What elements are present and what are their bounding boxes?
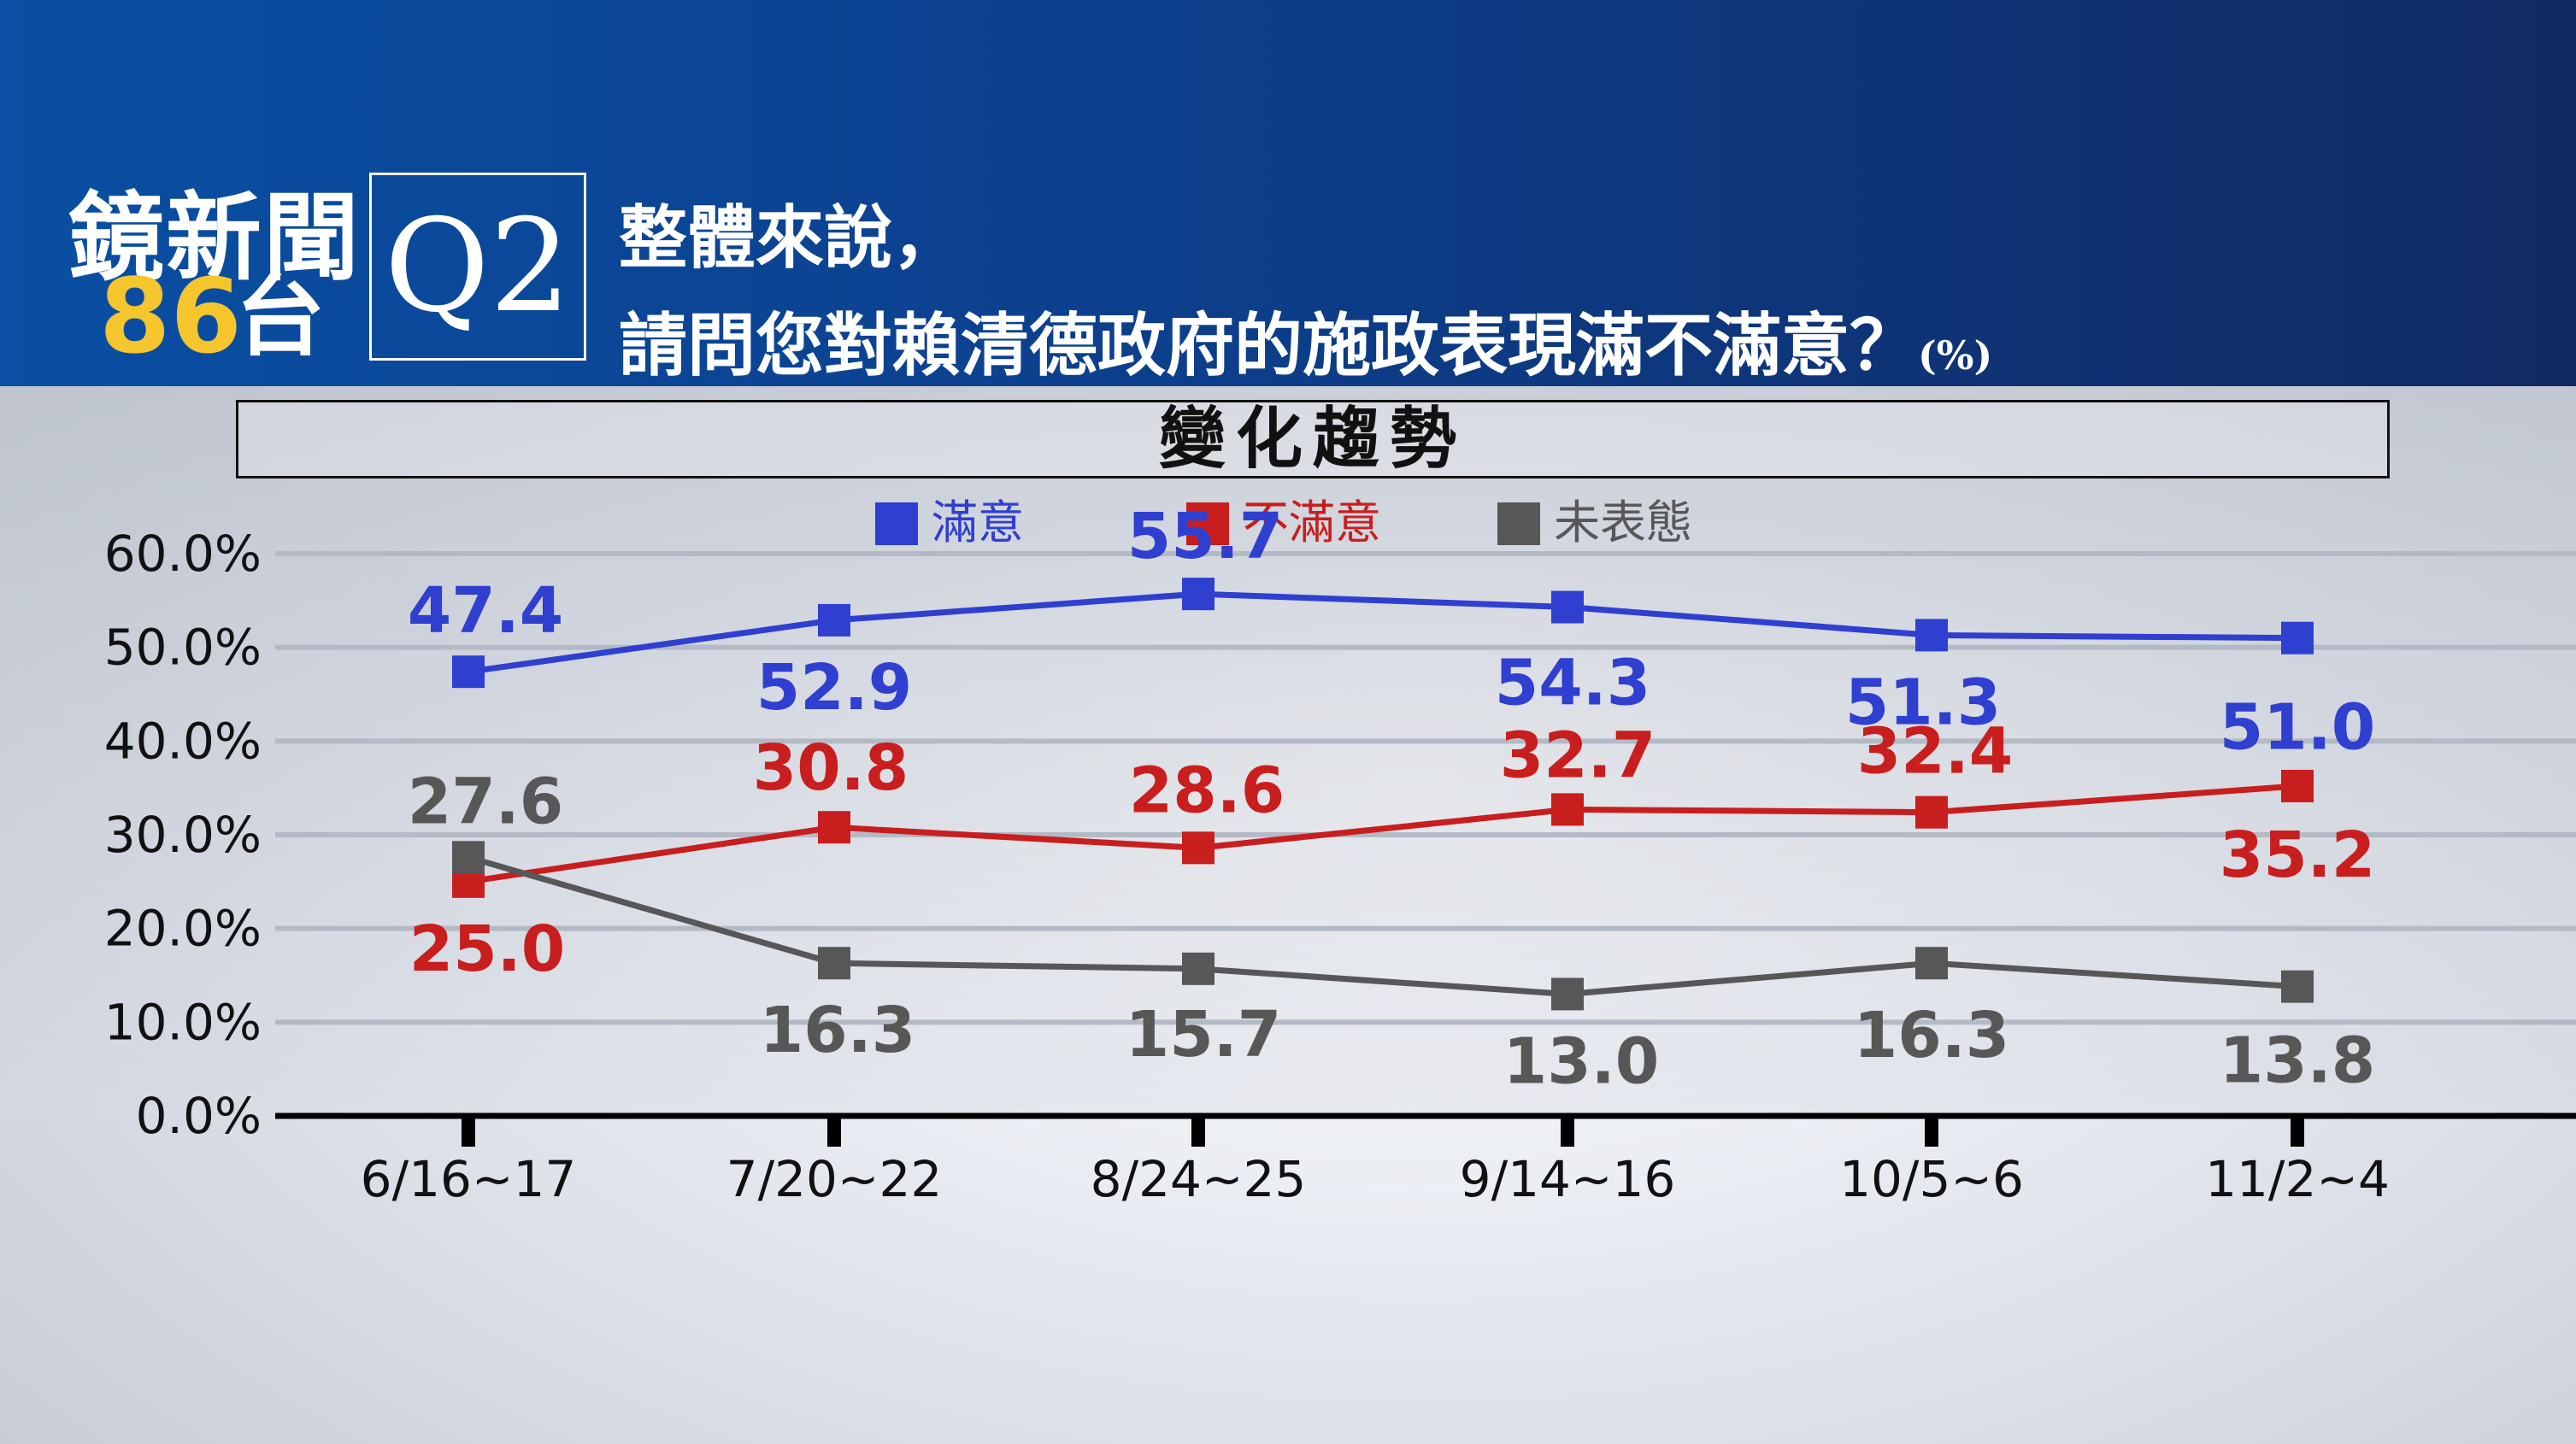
panel-title: 變化趨勢 [236,400,2390,478]
channel-logo-number: 86 [99,258,242,377]
data-point [1182,578,1214,611]
x-tick-label: 10/5~6 [1839,1150,2024,1208]
data-label: 47.4 [408,574,564,648]
data-label: 51.3 [1845,666,2002,739]
data-label: 25.0 [409,913,566,986]
question-line-1: 整體來說， [619,197,961,278]
data-label: 28.6 [1129,754,1285,827]
question-line-2: 請問您對賴清德政府的施政表現滿不滿意？(%) [619,291,1992,390]
channel-logo-suffix: 台 [236,264,326,368]
data-point [2281,970,2314,1003]
data-point [818,603,850,637]
header-bar [0,0,2576,386]
legend-label: 不滿意 [1243,496,1381,549]
y-tick-label: 50.0% [104,619,262,677]
data-point [2281,769,2314,802]
legend-swatch [875,502,918,545]
plot-band [0,386,2576,1116]
question-text: 請問您對賴清德政府的施政表現滿不滿意？ [619,305,1918,385]
x-tick-mark [462,1116,475,1147]
data-label: 54.3 [1495,647,1651,720]
series-line [468,854,2298,997]
data-label: 55.7 [1127,500,1284,573]
data-label: 35.2 [2220,819,2376,892]
unit-label: (%) [1918,332,1993,379]
data-point [1182,831,1214,865]
data-point [452,655,485,689]
data-point [1915,947,1948,980]
x-tick-label: 11/2~4 [2205,1150,2390,1208]
x-tick-mark [1561,1116,1574,1147]
y-tick-label: 10.0% [104,993,262,1051]
legend-label: 未表態 [1554,496,1692,549]
data-label: 30.8 [753,731,909,805]
legend-swatch [1497,502,1540,545]
data-point [1915,795,1948,829]
x-tick-mark [1191,1116,1205,1147]
y-tick-label: 20.0% [104,900,262,958]
channel-logo-name: 鏡新聞 [68,183,361,294]
data-label: 16.3 [760,994,916,1067]
x-tick-mark [827,1116,841,1147]
data-label: 52.9 [756,651,913,725]
x-tick-label: 9/14~16 [1460,1150,1676,1208]
data-label: 32.4 [1857,715,2014,789]
data-label: 13.0 [1503,1024,1660,1098]
data-label: 51.0 [2220,691,2376,765]
legend-swatch [1186,502,1229,545]
data-label: 32.7 [1500,719,1656,792]
x-tick-mark [1925,1116,1938,1147]
x-tick-label: 7/20~22 [726,1150,943,1208]
series-line [468,590,2298,675]
data-point [452,841,485,874]
x-tick-label: 8/24~25 [1091,1150,1307,1208]
question-code-box: Q2 [369,173,586,361]
data-point [1551,590,1584,624]
y-tick-label: 40.0% [104,712,262,770]
data-point [818,947,850,980]
data-point [818,811,850,844]
legend-label: 滿意 [932,496,1024,549]
y-tick-label: 30.0% [104,806,262,864]
data-point [1551,793,1584,826]
x-tick-label: 6/16~17 [361,1150,577,1208]
data-label: 27.6 [408,765,564,838]
y-tick-label: 0.0% [136,1087,262,1145]
data-label: 15.7 [1126,998,1282,1071]
y-tick-label: 60.0% [104,525,262,583]
data-label: 16.3 [1854,999,2010,1072]
data-point [1182,952,1214,985]
series-line [468,783,2298,885]
data-point [1915,619,1948,652]
data-point [1551,977,1584,1011]
data-point [2281,621,2314,654]
x-tick-mark [2291,1116,2304,1147]
data-label: 13.8 [2220,1024,2376,1098]
